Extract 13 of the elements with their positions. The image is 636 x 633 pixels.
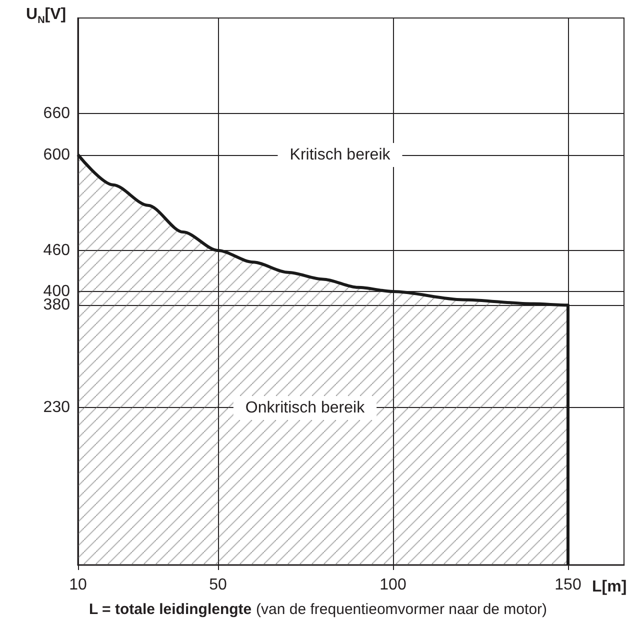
y-tick-label: 660: [43, 105, 70, 122]
x-axis-title: L[m]: [592, 578, 627, 596]
y-tick-label: 230: [43, 399, 70, 416]
x-tick-label: 150: [554, 576, 582, 594]
y-tick-label: 600: [43, 146, 70, 164]
annotation: Kritisch bereik: [290, 146, 392, 164]
text: L = totale leidinglengte (van de frequentieomvormer naar de motor): [88, 601, 548, 618]
y-axis-title: U$_{N}$[V]: [26, 6, 66, 26]
y-tick-label: 460: [43, 242, 70, 259]
x-tick-label: 10: [69, 576, 87, 594]
x-tick-label: 100: [380, 576, 406, 594]
annotation: Onkritisch bereik: [245, 400, 366, 416]
x-tick-label: 50: [209, 576, 227, 594]
